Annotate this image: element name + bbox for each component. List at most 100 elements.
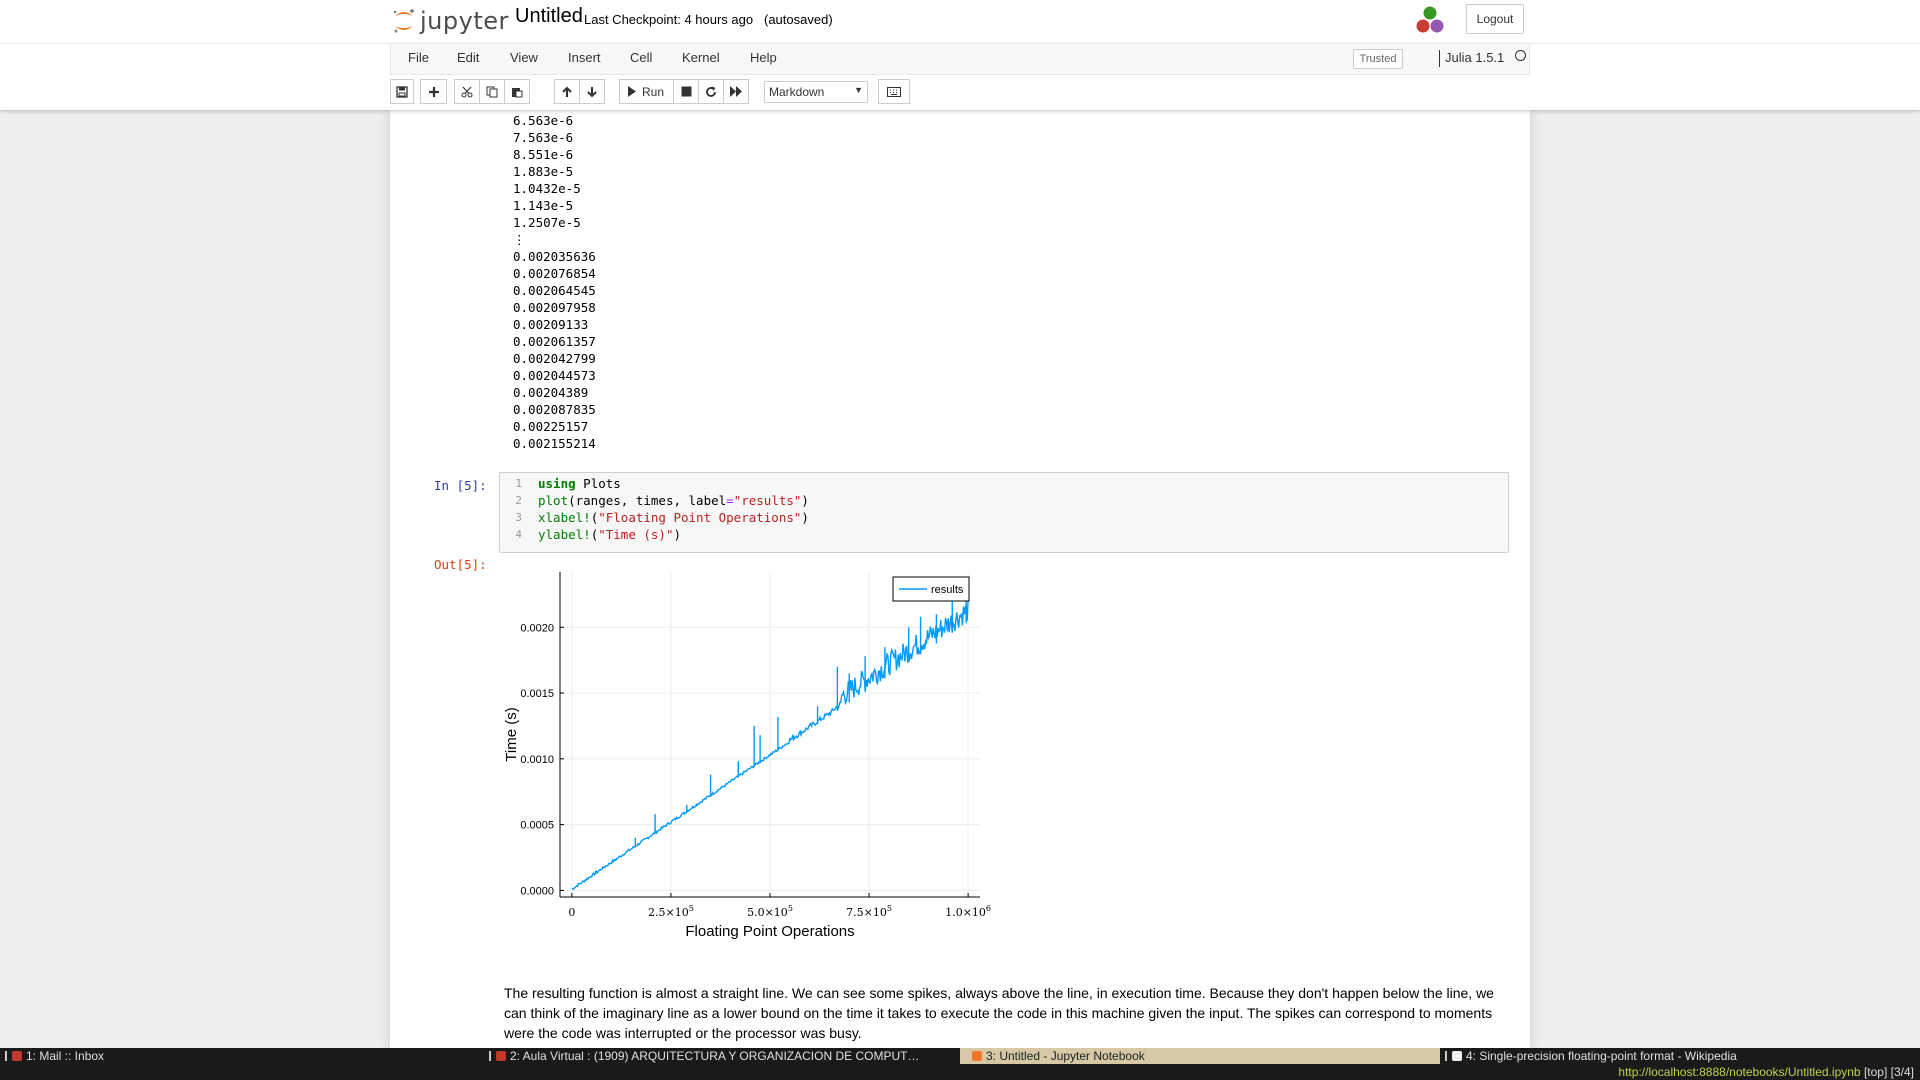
output-value: 6.563e-6 xyxy=(513,113,574,128)
menu-kernel[interactable]: Kernel xyxy=(682,50,720,65)
menu-cell[interactable]: Cell xyxy=(630,50,653,65)
y-tick-label: 0.0000 xyxy=(520,885,554,897)
output-prompt: Out[5]: xyxy=(434,557,487,572)
scissors-icon xyxy=(461,86,473,97)
output-value: 0.002061357 xyxy=(513,334,596,349)
output-value: ⋮ xyxy=(513,232,526,247)
status-url: http://localhost:8888/notebooks/Untitled… xyxy=(1618,1065,1861,1079)
jupyter-wordmark: jupyter xyxy=(420,7,509,35)
save-button[interactable] xyxy=(390,79,414,104)
keyboard-icon xyxy=(887,86,901,97)
scroll-position: [top] xyxy=(1863,1065,1888,1079)
markdown-cell[interactable]: The resulting function is almost a strai… xyxy=(504,985,1494,1041)
x-tick-label: 1.0×106 xyxy=(945,904,991,919)
y-tick-label: 0.0005 xyxy=(520,820,554,832)
output-value: 0.00209133 xyxy=(513,317,589,332)
fast-forward-icon xyxy=(729,86,742,97)
wikipedia-icon xyxy=(1452,1051,1462,1061)
menu-bar: File Edit View Insert Cell Kernel Help T… xyxy=(390,44,1530,75)
move-up-button[interactable] xyxy=(554,79,580,104)
y-tick-label: 0.0015 xyxy=(520,688,554,700)
output-value: 0.00204389 xyxy=(513,385,589,400)
restart-icon xyxy=(706,86,716,97)
logout-button[interactable]: Logout xyxy=(1466,4,1524,34)
interrupt-button[interactable] xyxy=(673,79,699,104)
task-label: 2: Aula Virtual : (1909) ARQUITECTURA Y … xyxy=(510,1049,920,1063)
kernel-idle-icon xyxy=(1515,50,1526,61)
code-string: "Floating Point Operations" xyxy=(598,510,802,525)
line-number: 1 xyxy=(515,477,522,490)
cut-button[interactable] xyxy=(454,79,480,104)
results-plot: 0 2.5×105 5.0×105 7.5×105 1.0×106 0.0000 0.000… xyxy=(503,572,991,940)
input-prompt: In [5]: xyxy=(434,478,487,493)
x-tick-label: 2.5×105 xyxy=(648,904,694,919)
command-palette-button[interactable] xyxy=(878,79,910,104)
mail-icon xyxy=(12,1051,22,1061)
menu-file[interactable]: File xyxy=(408,50,429,65)
code-line-1: using Plots xyxy=(538,476,621,491)
line-number: 4 xyxy=(515,528,522,541)
status-line: http://localhost:8888/notebooks/Untitled… xyxy=(1618,1064,1914,1080)
previous-cell-output: 6.563e-6 7.563e-6 8.551e-6 1.883e-5 1.0432e-… xyxy=(513,112,596,452)
code-text: ) xyxy=(673,527,682,542)
code-operator: = xyxy=(726,493,734,508)
x-axis-label: Floating Point Operations xyxy=(685,923,854,940)
y-tick-label: 0.0010 xyxy=(520,754,554,766)
paste-icon xyxy=(512,87,523,97)
task-mail[interactable]: 1: Mail :: Inbox xyxy=(0,1048,484,1064)
julia-logo-icon xyxy=(1416,6,1444,33)
code-text: ) xyxy=(801,510,809,525)
code-text: ( xyxy=(590,510,599,525)
output-value: 0.002097958 xyxy=(513,300,596,315)
task-aula-virtual[interactable]: 2: Aula Virtual : (1909) ARQUITECTURA Y … xyxy=(484,1048,960,1064)
output-value: 1.0432e-5 xyxy=(513,181,581,196)
y-axis-label: Time (s) xyxy=(503,707,520,761)
task-jupyter[interactable]: 3: Untitled - Jupyter Notebook xyxy=(960,1048,1440,1064)
plus-icon xyxy=(428,86,439,97)
code-text: (ranges, times, label xyxy=(568,493,727,508)
code-cell-editor[interactable]: 1 2 3 4 using Plots plot(ranges, times, … xyxy=(499,472,1509,553)
menu-edit[interactable]: Edit xyxy=(457,50,480,65)
code-function: plot xyxy=(538,493,569,508)
insert-cell-button[interactable] xyxy=(420,79,447,104)
copy-icon xyxy=(486,86,498,97)
notebook-header: jupyter Untitled Last Checkpoint: 4 hour… xyxy=(0,0,1920,110)
notebook-name[interactable]: Untitled xyxy=(515,5,583,27)
restart-button[interactable] xyxy=(698,79,724,104)
task-wikipedia[interactable]: 4: Single-precision floating-point forma… xyxy=(1440,1048,1920,1064)
output-value: 0.002087835 xyxy=(513,402,596,417)
output-value: 1.883e-5 xyxy=(513,164,574,179)
y-tick-label: 0.0020 xyxy=(520,622,554,634)
trusted-indicator[interactable]: Trusted xyxy=(1353,49,1403,69)
move-down-button[interactable] xyxy=(579,79,605,104)
paste-button[interactable] xyxy=(504,79,530,104)
task-label: 4: Single-precision floating-point forma… xyxy=(1466,1049,1737,1063)
output-value: 1.2507e-5 xyxy=(513,215,581,230)
run-label: Run xyxy=(642,84,665,99)
kernel-name[interactable]: Julia 1.5.1 xyxy=(1445,50,1505,65)
jupyter-logo[interactable]: jupyter xyxy=(392,4,509,38)
arrow-up-icon xyxy=(562,86,572,97)
top-bar: jupyter Untitled Last Checkpoint: 4 hour… xyxy=(0,0,1920,44)
chevron-down-icon: ▼ xyxy=(854,85,863,95)
menu-insert[interactable]: Insert xyxy=(568,50,601,65)
checkpoint-status: Last Checkpoint: 4 hours ago xyxy=(584,12,754,27)
code-text: ) xyxy=(801,493,809,508)
legend-label: results xyxy=(931,584,964,596)
output-value: 0.002064545 xyxy=(513,283,596,298)
menu-help[interactable]: Help xyxy=(750,50,777,65)
autosave-status: (autosaved) xyxy=(764,12,833,27)
menu-view[interactable]: View xyxy=(510,50,538,65)
kernel-separator xyxy=(1439,50,1440,67)
code-line-2: plot(ranges, times, label="results") xyxy=(538,493,809,508)
cell-type-select[interactable]: Markdown ▼ xyxy=(764,81,868,103)
play-icon xyxy=(628,86,636,97)
copy-button[interactable] xyxy=(479,79,505,104)
university-icon xyxy=(496,1051,506,1061)
restart-run-all-button[interactable] xyxy=(723,79,749,104)
run-button[interactable]: Run xyxy=(619,79,674,104)
task-label: 1: Mail :: Inbox xyxy=(26,1049,105,1063)
arrow-down-icon xyxy=(587,86,597,97)
notebook-container: 6.563e-6 7.563e-6 8.551e-6 1.883e-5 1.0432e-… xyxy=(390,110,1530,1050)
save-icon xyxy=(396,85,408,98)
